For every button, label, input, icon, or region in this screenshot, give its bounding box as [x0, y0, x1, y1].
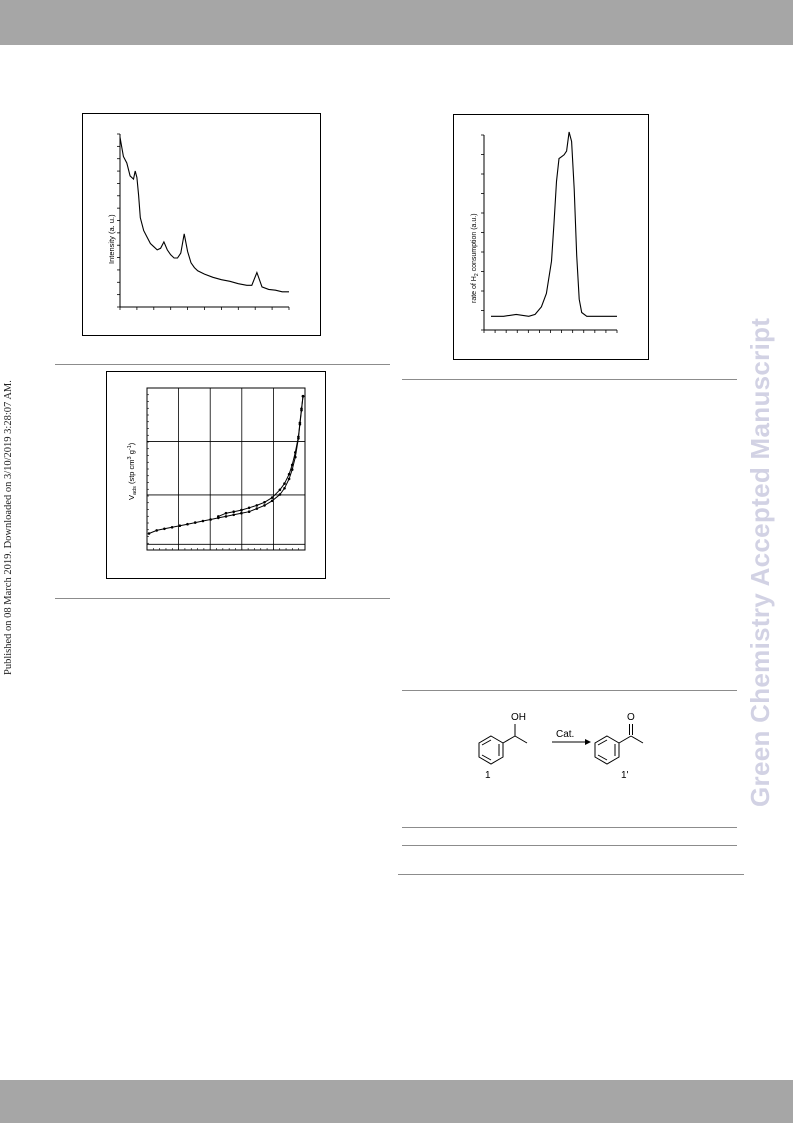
right-rule-1	[402, 379, 737, 380]
footer-band	[0, 1080, 793, 1123]
xrd-ylabel: Intensity (a. u.)	[107, 214, 116, 264]
bet-ylabel-sub: ads	[132, 486, 138, 495]
bet-data-point	[232, 513, 235, 517]
arrowhead-icon	[585, 739, 591, 745]
bet-series-line-adsorption	[148, 396, 304, 534]
bet-data-point	[193, 521, 197, 524]
bet-chart: Vads (stp cm3 g-1)	[127, 387, 306, 551]
bet-data-point	[201, 519, 205, 523]
bet-data-point	[270, 496, 274, 499]
bet-data-point	[178, 524, 182, 527]
xrd-chart: Intensity (a. u.)	[107, 133, 290, 310]
table-rule-1	[402, 827, 737, 828]
bet-data-point	[224, 515, 228, 518]
table-rule-2	[402, 845, 737, 846]
reaction-scheme: OH 1 Cat. O 1'	[478, 712, 644, 781]
bet-data-point	[301, 394, 305, 398]
bet-data-point	[163, 527, 166, 531]
xrd-curve	[119, 137, 289, 293]
tpr-ylabel-rest: consumption (a.u.)	[471, 213, 478, 273]
tpr-figure: rate of H2 consumption (a.u.)	[453, 114, 649, 360]
right-rule-2	[402, 690, 737, 691]
left-rule-1	[55, 364, 390, 365]
bet-data-point	[287, 477, 291, 481]
bet-data-point	[263, 504, 266, 507]
bet-data-point	[147, 532, 151, 535]
bet-data-point	[283, 482, 286, 485]
bet-data-point	[209, 518, 212, 521]
bet-data-point	[232, 510, 235, 513]
bet-ylabel-sup1: 3	[127, 456, 133, 459]
reactant-number: 1	[485, 770, 491, 781]
reactant-benzene-ring	[478, 724, 528, 765]
bet-ylabel-sup2: -1	[127, 445, 133, 450]
bet-data-point	[186, 522, 189, 526]
bet-data-point	[247, 506, 251, 510]
bet-data-point	[247, 510, 251, 513]
bet-data-point	[255, 507, 259, 510]
tpr-chart: rate of H2 consumption (a.u.)	[471, 131, 618, 333]
bet-data-point	[270, 499, 274, 503]
bet-ylabel-end: )	[127, 442, 136, 445]
bet-data-point	[283, 487, 286, 490]
bet-data-point	[278, 488, 282, 492]
bet-data-point	[287, 472, 291, 476]
bet-data-point	[290, 463, 294, 467]
product-number: 1'	[621, 770, 629, 781]
bet-data-point	[240, 508, 243, 512]
bet-data-point	[255, 504, 259, 507]
table-rule-3	[398, 874, 744, 875]
bet-data-point	[155, 529, 158, 532]
bet-data-point	[224, 511, 228, 515]
bet-ylabel-mid: g	[127, 450, 136, 456]
carbonyl-label: O	[627, 712, 635, 723]
bet-figure: Vads (stp cm3 g-1)	[106, 371, 326, 579]
catalyst-label: Cat.	[556, 729, 574, 740]
bet-plot-frame	[146, 387, 306, 551]
tpr-ylabel-sub: 2	[474, 273, 480, 276]
publication-note: Published on 08 March 2019. Downloaded o…	[3, 380, 14, 675]
bet-data-point	[290, 468, 294, 471]
bet-data-point	[263, 501, 266, 504]
manuscript-watermark: Green Chemistry Accepted Manuscript	[745, 317, 775, 808]
header-band	[0, 0, 793, 45]
bet-data-point	[278, 493, 282, 496]
bet-data-point	[240, 511, 243, 515]
bet-ylabel: Vads (stp cm3 g-1)	[127, 442, 138, 500]
bet-data-point	[294, 451, 297, 454]
left-rule-2	[55, 598, 390, 599]
tpr-ylabel: rate of H2 consumption (a.u.)	[471, 213, 480, 303]
bet-data-point	[298, 421, 302, 425]
tpr-ylabel-main: rate of H	[471, 276, 478, 303]
bet-data-point	[300, 407, 303, 410]
xrd-figure: Intensity (a. u.)	[82, 113, 321, 336]
product-benzene-ring	[594, 724, 644, 765]
bet-series-line-desorption	[218, 396, 304, 517]
bet-ylabel-main: V	[127, 495, 136, 500]
bet-data-point	[297, 435, 300, 439]
bet-ylabel-rest: (stp cm	[127, 459, 136, 486]
hydroxyl-label: OH	[511, 712, 526, 723]
tpr-curve	[491, 131, 617, 317]
bet-data-point	[217, 515, 220, 518]
bet-data-point	[170, 526, 174, 529]
